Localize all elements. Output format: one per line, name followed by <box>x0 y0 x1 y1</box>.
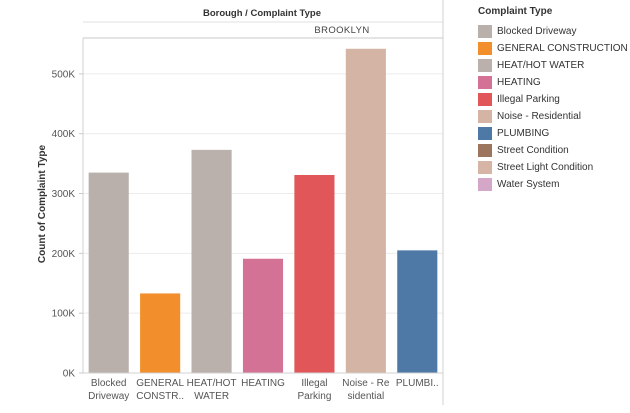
bar[interactable] <box>345 48 386 374</box>
column-header-title: Borough / Complaint Type <box>203 8 321 19</box>
bar[interactable] <box>191 149 232 373</box>
legend-item[interactable]: Street Light Condition <box>478 159 628 176</box>
legend-item[interactable]: Blocked Driveway <box>478 23 628 40</box>
y-tick-label: 0K <box>63 369 76 380</box>
legend-label: HEATING <box>497 77 541 88</box>
bar[interactable] <box>397 250 438 373</box>
y-tick-label: 200K <box>52 249 76 260</box>
legend-swatch <box>478 178 492 191</box>
legend-swatch <box>478 76 492 89</box>
legend-label: Blocked Driveway <box>497 26 577 37</box>
legend-swatch <box>478 161 492 174</box>
y-axis-label: Count of Complaint Type <box>37 144 48 263</box>
x-category-label: WATER <box>194 391 229 402</box>
x-category-label: Parking <box>297 391 331 402</box>
legend-item[interactable]: GENERAL CONSTRUCTION <box>478 40 628 57</box>
legend-label: Street Light Condition <box>497 162 594 173</box>
legend-swatch <box>478 110 492 123</box>
legend-label: Illegal Parking <box>497 94 560 105</box>
bar-chart: Borough / Complaint Type BROOKLYN Count … <box>37 0 444 405</box>
x-category-label: CONSTR.. <box>136 391 184 402</box>
x-category-label: Driveway <box>88 391 129 402</box>
x-category-label: Noise - Re <box>342 378 390 389</box>
legend-swatch <box>478 59 492 72</box>
legend-item[interactable]: HEATING <box>478 74 628 91</box>
legend-swatch <box>478 144 492 157</box>
x-category-label: HEAT/HOT <box>187 378 237 389</box>
legend: Complaint Type Blocked Driveway GENERAL C… <box>478 6 628 193</box>
bar[interactable] <box>88 172 129 373</box>
legend-item[interactable]: Noise - Residential <box>478 108 628 125</box>
legend-item[interactable]: Illegal Parking <box>478 91 628 108</box>
legend-label: PLUMBING <box>497 128 550 139</box>
y-tick-label: 400K <box>52 129 76 140</box>
legend-swatch <box>478 42 492 55</box>
y-tick-label: 500K <box>52 69 76 80</box>
legend-swatch <box>478 93 492 106</box>
legend-swatch <box>478 127 492 140</box>
x-category-label: sidential <box>348 391 385 402</box>
pane-label-brooklyn: BROOKLYN <box>314 25 369 36</box>
legend-item[interactable]: Water System <box>478 176 628 193</box>
x-category-label: HEATING <box>241 378 285 389</box>
legend-swatch <box>478 25 492 38</box>
legend-label: Water System <box>497 179 560 190</box>
legend-label: Noise - Residential <box>497 111 581 122</box>
bar[interactable] <box>140 293 181 373</box>
bar[interactable] <box>242 258 284 373</box>
y-tick-label: 300K <box>52 189 76 200</box>
legend-item[interactable]: Street Condition <box>478 142 628 159</box>
x-category-label: Illegal <box>301 378 327 389</box>
x-category-label: GENERAL <box>136 378 184 389</box>
legend-label: GENERAL CONSTRUCTION <box>497 43 628 54</box>
legend-label: HEAT/HOT WATER <box>497 60 585 71</box>
legend-item[interactable]: HEAT/HOT WATER <box>478 57 628 74</box>
y-tick-label: 100K <box>52 309 76 320</box>
x-category-label: Blocked <box>91 378 127 389</box>
legend-title: Complaint Type <box>478 6 553 17</box>
bar[interactable] <box>294 174 335 373</box>
legend-item[interactable]: PLUMBING <box>478 125 628 142</box>
legend-label: Street Condition <box>497 145 569 156</box>
x-category-label: PLUMBI.. <box>396 378 439 389</box>
